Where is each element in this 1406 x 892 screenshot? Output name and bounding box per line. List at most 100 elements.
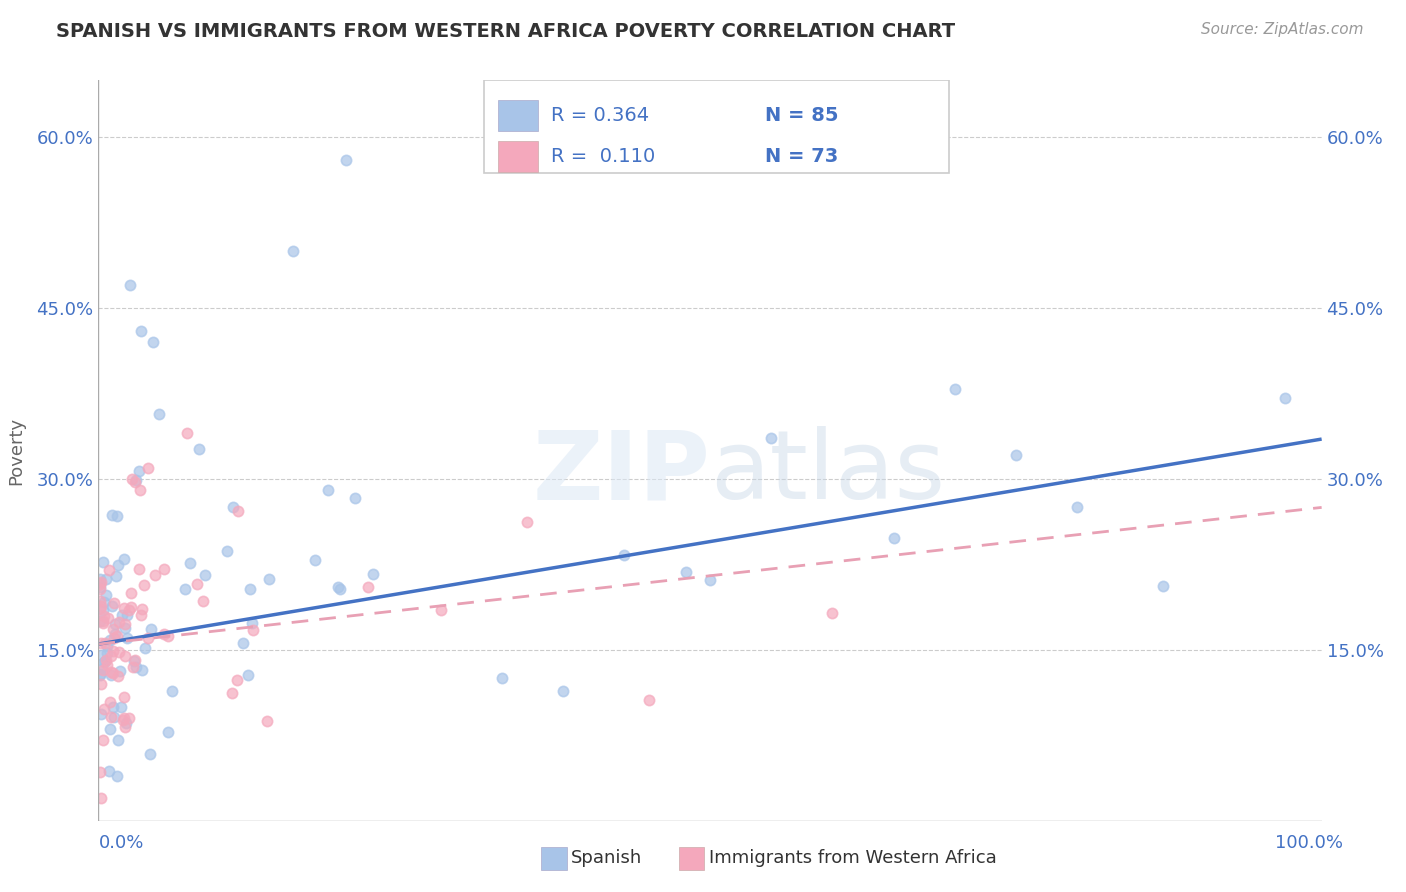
Point [943,382,966,396]
Point [240,615,263,630]
Point [94,654,117,668]
Point [96,658,118,673]
Point [191,593,214,607]
Point [93,655,115,669]
Point [91,603,114,617]
Point [108,615,131,630]
Point [174,582,197,596]
Point [259,572,281,586]
Point [326,580,349,594]
Point [125,474,148,488]
Point [120,599,142,614]
Point [187,442,209,456]
Point [148,407,170,421]
Point [90,790,112,805]
Point [90,662,112,676]
Point [225,673,247,687]
Point [89,614,111,628]
Point [761,431,783,445]
Text: 0.0%: 0.0% [98,834,143,852]
Point [329,582,352,596]
Point [117,603,139,617]
Point [821,606,844,620]
Point [122,659,145,673]
Point [101,700,124,714]
Point [93,702,115,716]
Text: N = 73: N = 73 [765,146,838,166]
Point [101,666,124,681]
Point [361,567,384,582]
Point [131,602,153,616]
Point [613,549,636,563]
Point [89,582,111,597]
Point [179,556,201,570]
Point [256,714,278,729]
Point [89,593,111,607]
Point [491,671,513,685]
Point [107,669,129,683]
Point [335,153,357,167]
Point [124,475,146,490]
Point [118,278,141,293]
Point [281,244,304,259]
Point [129,608,152,623]
Point [1004,448,1026,462]
Point [94,588,117,602]
Point [176,426,198,441]
Point [89,667,111,681]
Point [103,596,125,610]
Point [157,629,180,643]
Point [1152,579,1174,593]
Text: SPANISH VS IMMIGRANTS FROM WESTERN AFRICA POVERTY CORRELATION CHART: SPANISH VS IMMIGRANTS FROM WESTERN AFRIC… [56,22,955,41]
Point [239,582,262,597]
Point [186,577,208,591]
Point [316,483,339,497]
Point [1066,500,1088,514]
Point [114,720,136,734]
Point [430,603,453,617]
Point [89,764,111,779]
Y-axis label: Poverty: Poverty [7,417,25,484]
Point [90,648,112,662]
Point [100,695,122,709]
Text: Spanish: Spanish [571,849,643,867]
Point [699,574,721,588]
Point [139,747,162,761]
Point [129,483,152,498]
Point [94,635,117,649]
Point [107,732,129,747]
Point [112,600,135,615]
Point [136,632,159,646]
Point [111,607,134,622]
Point [90,575,112,590]
Point [89,666,111,681]
Point [221,686,243,700]
Point [115,631,138,645]
Point [226,504,249,518]
Text: ZIP: ZIP [531,426,710,519]
Point [217,544,239,558]
Point [100,599,122,613]
Text: R = 0.364: R = 0.364 [551,106,650,125]
Point [356,580,378,594]
Point [89,577,111,591]
Point [128,465,150,479]
Point [304,553,326,567]
Point [156,724,179,739]
Point [103,631,125,645]
Point [553,683,575,698]
Point [104,627,127,641]
Point [222,500,245,514]
Point [115,608,138,623]
Point [105,508,128,523]
Text: atlas: atlas [710,426,945,519]
Point [91,555,114,569]
Text: Source: ZipAtlas.com: Source: ZipAtlas.com [1201,22,1364,37]
Point [134,640,156,655]
Point [114,648,136,663]
Point [100,709,122,723]
Point [98,632,121,647]
Point [90,636,112,650]
Point [108,645,131,659]
Point [96,610,118,624]
